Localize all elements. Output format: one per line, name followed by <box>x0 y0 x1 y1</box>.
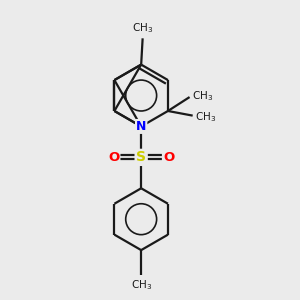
Text: O: O <box>108 151 119 164</box>
Text: N: N <box>136 120 146 133</box>
Text: CH$_3$: CH$_3$ <box>132 21 153 35</box>
Text: S: S <box>136 150 146 164</box>
Text: O: O <box>163 151 174 164</box>
Text: CH$_3$: CH$_3$ <box>130 279 152 292</box>
Text: CH$_3$: CH$_3$ <box>192 89 213 103</box>
Text: CH$_3$: CH$_3$ <box>195 110 216 124</box>
